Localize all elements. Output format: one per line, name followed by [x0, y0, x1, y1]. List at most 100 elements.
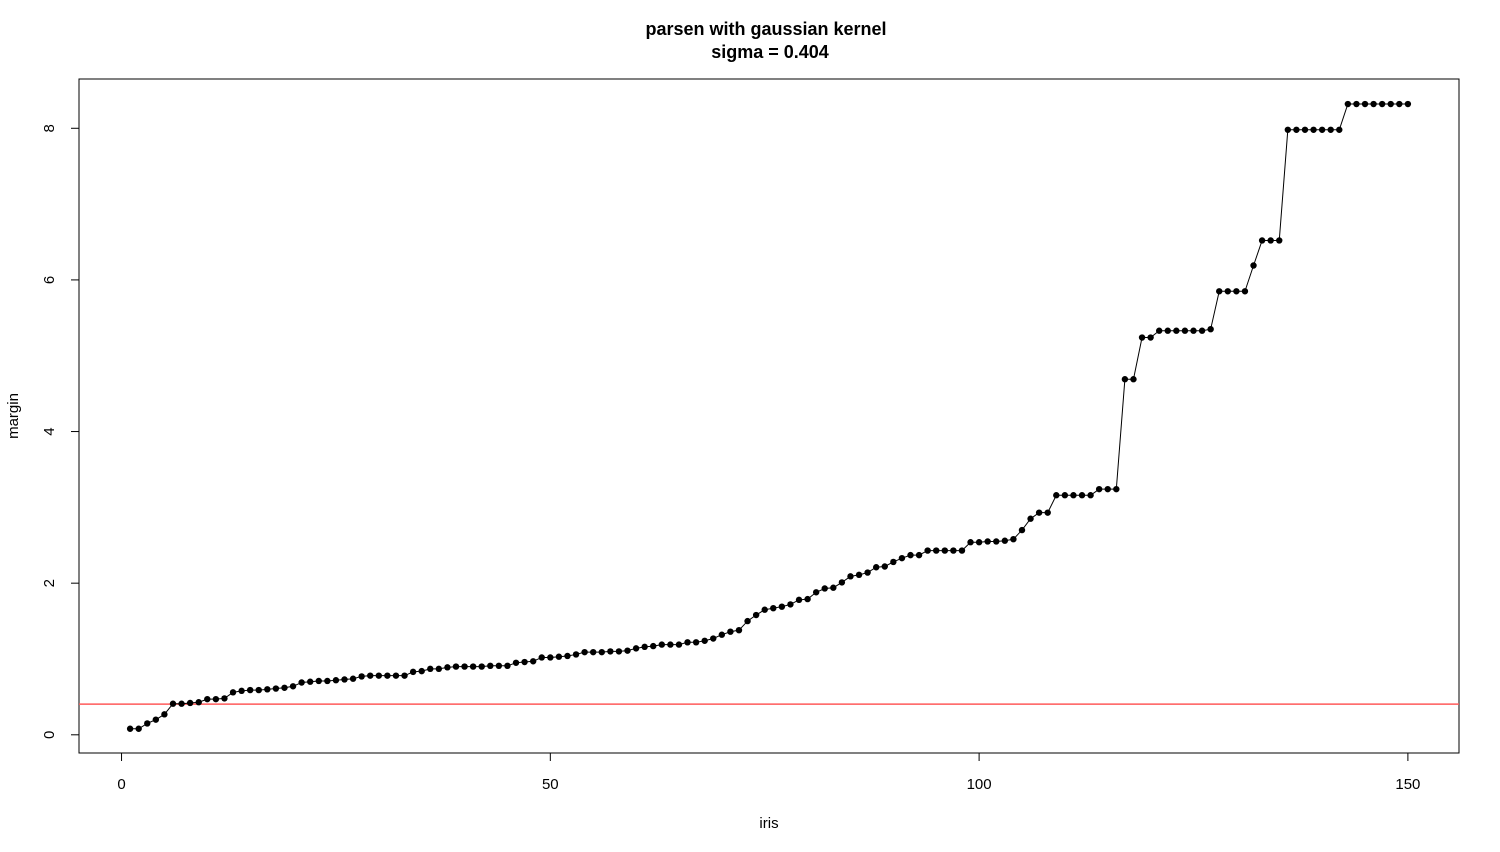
data-point — [667, 641, 674, 648]
data-point — [1061, 492, 1069, 499]
data-point — [1216, 288, 1223, 295]
data-point — [135, 725, 142, 732]
data-point — [1181, 327, 1189, 334]
data-point — [349, 675, 357, 682]
data-point — [444, 664, 451, 671]
x-tick-label: 50 — [542, 776, 559, 793]
data-point — [1284, 126, 1292, 133]
data-point — [401, 672, 408, 679]
data-point — [761, 606, 768, 613]
data-point — [1353, 100, 1360, 108]
data-point — [975, 539, 983, 546]
data-point — [392, 672, 400, 679]
data-point — [1250, 262, 1257, 269]
data-point — [538, 654, 545, 661]
data-point — [907, 551, 914, 559]
data-point — [1396, 100, 1403, 108]
data-point — [161, 711, 168, 718]
data-point — [1207, 325, 1214, 333]
data-point — [581, 648, 588, 656]
data-point — [1078, 492, 1086, 499]
data-point — [795, 596, 803, 604]
data-point — [1147, 334, 1154, 341]
data-point — [264, 686, 271, 693]
data-point — [1044, 509, 1051, 516]
data-point — [495, 662, 503, 670]
data-point — [984, 538, 991, 545]
data-point — [735, 626, 743, 634]
data-point — [624, 647, 631, 654]
data-point — [1318, 126, 1326, 133]
data-point — [178, 700, 185, 707]
data-point — [564, 652, 571, 660]
plot-frame — [78, 78, 1460, 754]
data-point — [1241, 288, 1249, 295]
data-point — [787, 601, 794, 608]
y-tick-label: 4 — [41, 427, 58, 435]
data-point — [1001, 537, 1009, 544]
data-point — [1198, 327, 1206, 334]
data-point — [830, 584, 837, 591]
data-point — [1327, 126, 1334, 133]
data-point — [572, 651, 580, 658]
data-point — [658, 641, 666, 648]
data-point — [169, 700, 177, 707]
data-point — [898, 554, 906, 562]
data-point — [521, 658, 528, 666]
data-point — [872, 564, 880, 571]
data-point — [1336, 126, 1343, 133]
data-point — [332, 677, 340, 684]
data-point — [272, 685, 280, 692]
x-tick-label: 0 — [117, 776, 125, 793]
data-point — [838, 579, 846, 586]
data-point — [418, 667, 425, 675]
data-point — [255, 686, 262, 694]
data-point — [933, 547, 940, 554]
data-point — [221, 695, 228, 702]
x-tick-label: 100 — [967, 776, 992, 793]
data-point — [504, 662, 511, 670]
data-point — [710, 635, 717, 642]
x-tick-label: 150 — [1395, 776, 1420, 793]
data-point — [229, 689, 237, 696]
data-point — [1070, 492, 1077, 499]
data-point — [478, 663, 485, 670]
data-point — [924, 547, 931, 554]
data-point — [1258, 237, 1266, 244]
data-point — [1130, 376, 1137, 383]
data-point — [461, 663, 468, 670]
y-tick-label: 8 — [41, 124, 58, 132]
data-point — [1293, 126, 1300, 133]
y-tick-label: 6 — [41, 276, 58, 284]
data-point — [238, 687, 245, 695]
data-point — [427, 665, 434, 673]
data-point — [1027, 515, 1034, 522]
data-point — [812, 589, 820, 596]
data-point — [1173, 327, 1180, 334]
data-point — [1224, 288, 1231, 295]
chart-title: parsen with gaussian kernel — [645, 19, 886, 39]
data-point — [752, 611, 760, 619]
data-point — [144, 720, 151, 727]
data-point — [1095, 485, 1103, 493]
data-point — [126, 725, 134, 732]
data-point — [804, 595, 811, 603]
data-point — [324, 677, 331, 685]
data-point — [589, 648, 597, 656]
data-point — [1404, 100, 1412, 108]
data-point — [1276, 237, 1283, 244]
data-point — [152, 716, 160, 723]
y-axis-label: margin — [5, 393, 22, 439]
data-point — [307, 678, 314, 685]
data-point — [915, 551, 923, 559]
data-point — [864, 569, 871, 576]
data-point — [641, 643, 648, 651]
data-point — [941, 547, 949, 554]
data-point — [298, 679, 305, 686]
data-point — [1155, 327, 1163, 334]
data-point — [204, 695, 211, 703]
data-point — [1138, 334, 1146, 341]
data-point — [1010, 536, 1017, 543]
